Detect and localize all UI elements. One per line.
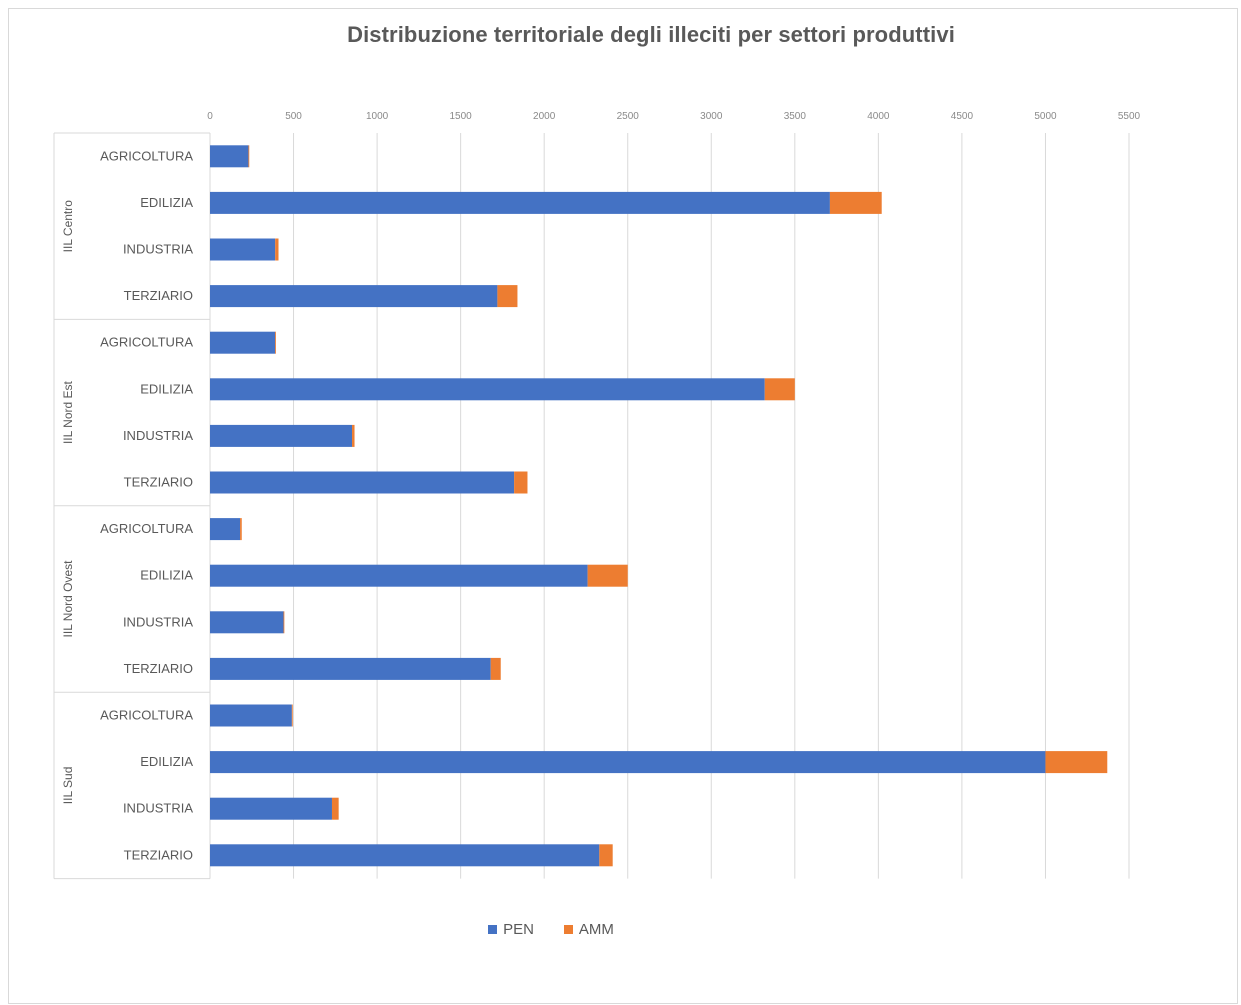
category-label: AGRICOLTURA bbox=[100, 148, 193, 163]
bar-amm bbox=[490, 657, 501, 680]
bar-pen bbox=[210, 518, 241, 541]
bar-amm bbox=[291, 704, 293, 727]
bar-amm bbox=[514, 471, 528, 494]
bar-amm bbox=[764, 378, 795, 401]
x-tick-label: 5000 bbox=[1034, 111, 1057, 122]
bar-amm bbox=[275, 331, 277, 354]
legend-swatch bbox=[563, 925, 573, 934]
bar-amm bbox=[497, 285, 518, 308]
x-tick-label: 3500 bbox=[784, 111, 807, 122]
bar-pen bbox=[210, 331, 276, 354]
x-tick-label: 2500 bbox=[617, 111, 640, 122]
bar-amm bbox=[352, 424, 355, 447]
x-tick-label: 4000 bbox=[867, 111, 890, 122]
bar-amm bbox=[599, 844, 613, 867]
bar-pen bbox=[210, 611, 284, 634]
bar-pen bbox=[210, 285, 498, 308]
category-label: INDUSTRIA bbox=[123, 614, 193, 629]
category-label: INDUSTRIA bbox=[123, 801, 193, 816]
x-tick-label: 500 bbox=[285, 111, 302, 122]
category-label: TERZIARIO bbox=[124, 847, 193, 862]
category-label: EDILIZIA bbox=[140, 568, 193, 583]
category-label: INDUSTRIA bbox=[123, 428, 193, 443]
category-label: AGRICOLTURA bbox=[100, 708, 193, 723]
x-tick-label: 1000 bbox=[366, 111, 389, 122]
category-label: TERZIARIO bbox=[124, 288, 193, 303]
category-label: TERZIARIO bbox=[124, 661, 193, 676]
group-label: IIL Centro bbox=[61, 200, 75, 253]
category-label: EDILIZIA bbox=[140, 754, 193, 769]
bar-amm bbox=[275, 238, 279, 261]
bar-pen bbox=[210, 797, 332, 820]
bar-pen bbox=[210, 238, 276, 261]
x-tick-label: 3000 bbox=[700, 111, 723, 122]
category-axis: IIL Centro AGRICOLTURA EDILIZIA INDUSTRIA TE… bbox=[53, 132, 211, 880]
x-tick-label: 4500 bbox=[951, 111, 974, 122]
legend: PEN AMM bbox=[0, 921, 1102, 938]
bar-amm bbox=[1045, 751, 1108, 774]
bar-pen bbox=[210, 751, 1046, 774]
x-tick-labels: 0 500 1000 1500 2000 2500 3000 3500 4000 4500 5000… bbox=[207, 111, 1140, 122]
legend-item: AMM bbox=[563, 921, 614, 938]
bar-pen bbox=[210, 471, 515, 494]
category-label: TERZIARIO bbox=[124, 475, 193, 490]
group-label: IIL Nord Est bbox=[61, 380, 75, 444]
x-tick-label: 0 bbox=[207, 111, 213, 122]
x-tick-label: 2000 bbox=[533, 111, 556, 122]
legend-label: PEN bbox=[503, 921, 534, 938]
bar-pen bbox=[210, 844, 600, 867]
bar-pen bbox=[210, 657, 491, 680]
bar-amm bbox=[248, 145, 250, 168]
x-tick-label: 5500 bbox=[1118, 111, 1141, 122]
x-tick-label: 1500 bbox=[450, 111, 473, 122]
category-label: INDUSTRIA bbox=[123, 242, 193, 257]
bar-pen bbox=[210, 378, 765, 401]
bar-amm bbox=[587, 564, 628, 587]
bar-amm bbox=[283, 611, 285, 634]
bar-pen bbox=[210, 424, 353, 447]
legend-item: PEN bbox=[488, 921, 534, 938]
bar-amm bbox=[240, 518, 242, 541]
group-label: IIL Sud bbox=[61, 767, 75, 805]
bar-amm bbox=[829, 191, 882, 214]
category-label: EDILIZIA bbox=[140, 195, 193, 210]
chart-frame bbox=[8, 8, 1238, 1004]
category-label: AGRICOLTURA bbox=[100, 521, 193, 536]
bar-pen bbox=[210, 704, 292, 727]
legend-swatch bbox=[488, 925, 498, 934]
group-label: IIL Nord Ovest bbox=[61, 560, 75, 638]
category-label: AGRICOLTURA bbox=[100, 335, 193, 350]
category-label: EDILIZIA bbox=[140, 381, 193, 396]
bar-pen bbox=[210, 145, 249, 168]
legend-label: AMM bbox=[578, 921, 614, 938]
bar-pen bbox=[210, 191, 830, 214]
bar-amm bbox=[331, 797, 339, 820]
bar-pen bbox=[210, 564, 588, 587]
bars bbox=[210, 145, 1108, 867]
chart-title: Distribuzione territoriale degli illecit… bbox=[347, 22, 955, 47]
